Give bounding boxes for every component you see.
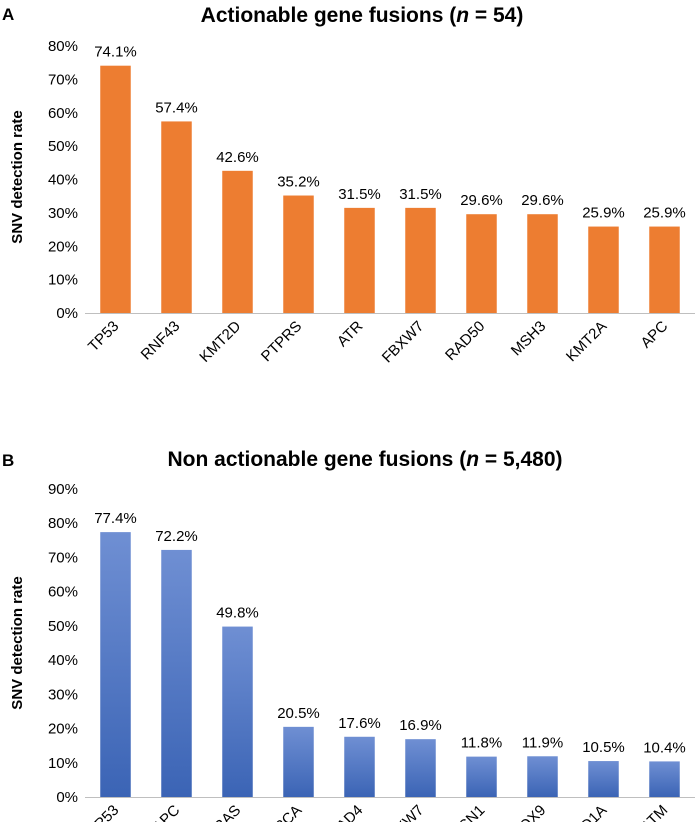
panel-b-title: Non actionable gene fusions (n = 5,480) (167, 448, 562, 471)
a-data-label: 31.5% (399, 186, 442, 203)
b-data-label: 10.5% (582, 739, 625, 756)
a-bar-msh3 (527, 214, 558, 313)
panel-a-plot: 0% 10% 20% 30% 40% 50% 60% 70% 80% 74.1% TP53 57.4%… (48, 38, 695, 366)
b-y-tick-label: 80% (48, 515, 78, 532)
a-y-tick-label: 40% (48, 172, 78, 189)
b-bar-apc (161, 549, 192, 797)
b-data-label: 49.8% (216, 605, 259, 622)
a-y-tick-label: 60% (48, 105, 78, 122)
a-x-tick-label: TP53 (85, 318, 122, 355)
a-y-tick-label: 30% (48, 205, 78, 222)
b-data-label: 72.2% (155, 528, 198, 545)
a-data-label: 29.6% (521, 192, 564, 209)
a-bar-rnf43 (161, 121, 192, 314)
a-data-label: 35.2% (277, 174, 320, 191)
a-bar-fbxw7 (405, 207, 436, 313)
a-data-label: 31.5% (338, 186, 381, 203)
a-data-label: 42.6% (216, 149, 259, 166)
a-y-tick-label: 70% (48, 71, 78, 88)
a-data-label: 25.9% (643, 205, 686, 222)
b-data-label: 11.9% (522, 734, 563, 751)
panel-b-y-axis-label: SNV detection rate (9, 576, 26, 709)
a-bar-kmt2d (222, 170, 253, 313)
b-data-label: 20.5% (277, 705, 320, 722)
a-bar-apc (649, 226, 680, 313)
b-bar-tp53 (100, 532, 131, 797)
b-x-tick-label: KRAS (203, 802, 244, 822)
a-bar-atr (344, 207, 375, 313)
a-x-tick-label: KMT2D (196, 318, 244, 366)
b-y-tick-label: 70% (48, 549, 78, 566)
b-bar-atm (649, 761, 680, 797)
b-data-label: 16.9% (399, 717, 442, 734)
b-data-label: 11.8% (461, 735, 502, 752)
a-data-label: 25.9% (582, 205, 625, 222)
b-bar-kras (222, 626, 253, 797)
a-x-tick-label: RAD50 (442, 318, 488, 364)
panel-a: A Actionable gene fusions (n = 54) SNV d… (2, 4, 695, 366)
b-y-tick-label: 90% (48, 481, 78, 498)
panel-a-letter: A (2, 5, 14, 24)
b-x-tick-label: FBXW7 (379, 802, 428, 822)
panel-a-title: Actionable gene fusions (n = 54) (201, 4, 524, 27)
b-x-tick-label: TP53 (85, 802, 122, 822)
a-y-tick-label: 80% (48, 38, 78, 55)
a-bar-ptprs (283, 195, 314, 313)
b-bar-smad4 (344, 736, 375, 797)
a-bar-tp53 (100, 65, 131, 313)
a-y-tick-label: 0% (56, 305, 78, 322)
a-y-tick-label: 50% (48, 138, 78, 155)
a-x-tick-label: ATR (334, 318, 367, 351)
b-data-label: 17.6% (338, 715, 381, 732)
b-x-tick-label: ARID1A (560, 802, 610, 822)
a-data-label: 29.6% (460, 192, 503, 209)
b-y-tick-label: 50% (48, 618, 78, 635)
a-y-tick-label: 10% (48, 272, 78, 289)
b-bar-fbxw7 (405, 739, 436, 797)
b-y-tick-label: 10% (48, 755, 78, 772)
a-x-tick-label: APC (637, 318, 671, 352)
b-x-tick-label: APC (149, 802, 183, 822)
b-x-tick-label: SMAD4 (318, 802, 367, 822)
a-data-label: 74.1% (94, 44, 137, 61)
b-y-tick-label: 30% (48, 686, 78, 703)
b-bar-pik3ca (283, 726, 314, 797)
a-x-tick-label: PTPRS (258, 318, 305, 365)
a-bar-rad50 (466, 214, 497, 313)
b-x-tick-label: SOX9 (509, 802, 549, 822)
b-data-label: 77.4% (94, 510, 137, 527)
b-data-label: 10.4% (643, 739, 686, 756)
b-y-tick-label: 40% (48, 652, 78, 669)
panel-b-plot: 0% 10% 20% 30% 40% 50% 60% 70% 80% 90% 77.4% TP53 72… (48, 481, 695, 822)
b-bar-sox9 (527, 756, 558, 797)
b-y-tick-label: 0% (56, 789, 78, 806)
a-bar-kmt2a (588, 226, 619, 313)
b-y-tick-label: 60% (48, 584, 78, 601)
a-x-tick-label: KMT2A (563, 318, 610, 365)
a-x-tick-label: MSH3 (508, 318, 549, 359)
b-x-tick-label: PIK3CA (256, 802, 306, 822)
panel-b-letter: B (2, 451, 14, 470)
b-y-tick-label: 20% (48, 721, 78, 738)
a-x-tick-label: FBXW7 (379, 318, 428, 367)
panel-a-y-axis-label: SNV detection rate (9, 110, 26, 243)
panel-b: B Non actionable gene fusions (n = 5,480… (2, 448, 695, 822)
a-x-tick-label: RNF43 (138, 318, 184, 364)
b-bar-arid1a (588, 761, 619, 797)
b-x-tick-label: ATM (638, 802, 672, 822)
b-x-tick-label: HMCN1 (439, 802, 489, 822)
a-data-label: 57.4% (155, 99, 198, 116)
b-bar-hmcn1 (466, 756, 497, 797)
a-y-tick-label: 20% (48, 238, 78, 255)
